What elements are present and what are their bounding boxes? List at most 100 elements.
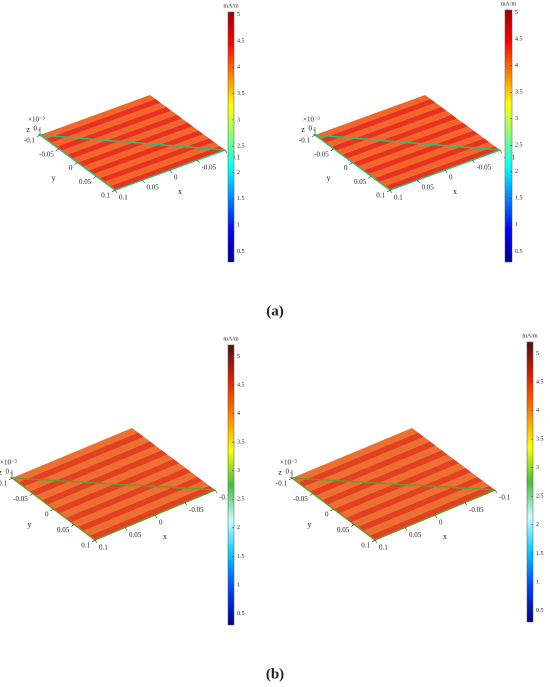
surface-stripe (88, 130, 204, 175)
surface-stripe (83, 481, 210, 536)
colorbar-tick-label: 2.5 (515, 143, 523, 149)
y-tick (330, 508, 334, 512)
y-tick-label: 0.1 (376, 192, 385, 200)
surface-stripe (109, 146, 225, 190)
surface-stripe (71, 472, 198, 527)
y-tick (330, 148, 334, 151)
colorbar-tick-label: 4 (237, 411, 240, 417)
x-tick (154, 514, 158, 519)
x-tick-label: 0 (449, 174, 453, 182)
y-tick (74, 162, 78, 165)
colorbar-tick-label: 2 (515, 169, 518, 175)
colorbar-tick-label: 3.5 (237, 440, 245, 446)
surface-stripe (339, 463, 466, 518)
z-multiplier: ×10⁻³ (28, 116, 45, 124)
colorbar-tick-label: 2.5 (237, 144, 245, 150)
surface-stripe (17, 432, 144, 487)
colorbar-tick-label: 1.5 (515, 196, 523, 202)
surface-stripe (50, 102, 167, 147)
surface-stripe (352, 122, 468, 167)
colorbar-tick-label: 0.5 (237, 249, 245, 255)
x-tick-label: -0.05 (202, 164, 217, 172)
x-tick (444, 169, 448, 174)
y-tick (91, 539, 96, 543)
x-tick (214, 489, 218, 494)
x-tick (94, 539, 98, 544)
colorbar-label: mA/m (522, 333, 538, 339)
x-tick-label: 0.1 (119, 194, 128, 202)
surface-stripe (89, 485, 215, 540)
colorbar-tick-label: 1 (237, 223, 240, 229)
surface-stripe (98, 138, 215, 183)
surface-stripe (327, 454, 454, 509)
surface-stripe (363, 130, 479, 175)
colorbar-tick-label: 3.5 (515, 90, 523, 96)
x-tick-label: 0.1 (379, 544, 388, 552)
x-tick (114, 189, 118, 194)
x-tick (404, 527, 408, 531)
surface-stripe (41, 450, 168, 505)
z-multiplier: ×10⁻³ (303, 116, 320, 124)
y-tick (309, 493, 313, 496)
y-tick-label: 0 (69, 164, 73, 172)
colorbar (504, 9, 513, 263)
colorbar-tick-label: 1.5 (237, 196, 245, 202)
z-tick-label: 0 (309, 125, 313, 133)
colorbar-tick-label: 3 (237, 468, 240, 474)
colorbar-tick-label: 0.5 (237, 611, 245, 617)
y-tick-label: 0.05 (337, 526, 350, 534)
colorbar-label: mA/m (223, 336, 239, 342)
surface-stripe (357, 126, 474, 171)
surface-stripe (45, 98, 161, 143)
surface-stripe (23, 436, 150, 492)
surface-stripe (309, 441, 436, 496)
surface-stripe (72, 118, 188, 163)
surface-stripe (315, 95, 431, 139)
z-axis-label: z (301, 125, 305, 134)
colorbar-tick-label: 2 (237, 525, 240, 531)
surface-stripe (373, 138, 490, 183)
y-tick-label: -0.1 (0, 480, 7, 488)
caption: (a) (266, 303, 284, 319)
x-tick (464, 502, 468, 506)
surface-stripe (53, 459, 180, 514)
x-tick-label: 0.1 (99, 544, 108, 552)
surface-stripe (104, 142, 220, 187)
x-axis-label: x (443, 532, 447, 541)
surface-stripe (331, 106, 447, 151)
colorbar-tick-label: 2.5 (237, 497, 245, 503)
surface-stripe (292, 428, 418, 483)
x-tick-label: -0.1 (499, 494, 511, 502)
colorbar-label: mA/m (223, 3, 239, 9)
colorbar (227, 344, 235, 626)
surface-stripe (351, 472, 478, 527)
x-tick-label: -0.05 (189, 506, 204, 514)
colorbar-tick-label: 3 (515, 116, 518, 122)
x-tick-label: 0 (439, 519, 443, 527)
z-tick-label: 0 (286, 468, 290, 476)
z-axis-label: z (278, 468, 282, 477)
surface-stripe (59, 463, 186, 518)
surface-stripe (12, 428, 138, 483)
surface-stripe (345, 467, 472, 523)
y-tick (288, 477, 293, 481)
surface-stripe (303, 436, 430, 492)
x-tick (434, 514, 438, 519)
y-tick-label: 0.05 (354, 178, 367, 186)
surface-stripe (379, 142, 495, 187)
y-tick (8, 477, 13, 481)
y-tick (36, 134, 41, 138)
y-axis-label: y (327, 173, 331, 182)
y-tick (349, 162, 353, 165)
surface-stripe (368, 134, 484, 179)
surface-stripe (65, 467, 192, 523)
z-multiplier: ×10⁻³ (280, 459, 297, 467)
colorbar-tick-label: 4 (536, 408, 539, 414)
surface-stripe (363, 481, 490, 536)
y-tick-label: 0 (344, 164, 348, 172)
surface-stripe (35, 445, 162, 501)
colorbar-tick-label: 0.5 (515, 249, 523, 255)
surface-stripe (384, 146, 500, 190)
surface-stripe (333, 459, 460, 514)
x-tick-label: 0.05 (409, 531, 422, 539)
